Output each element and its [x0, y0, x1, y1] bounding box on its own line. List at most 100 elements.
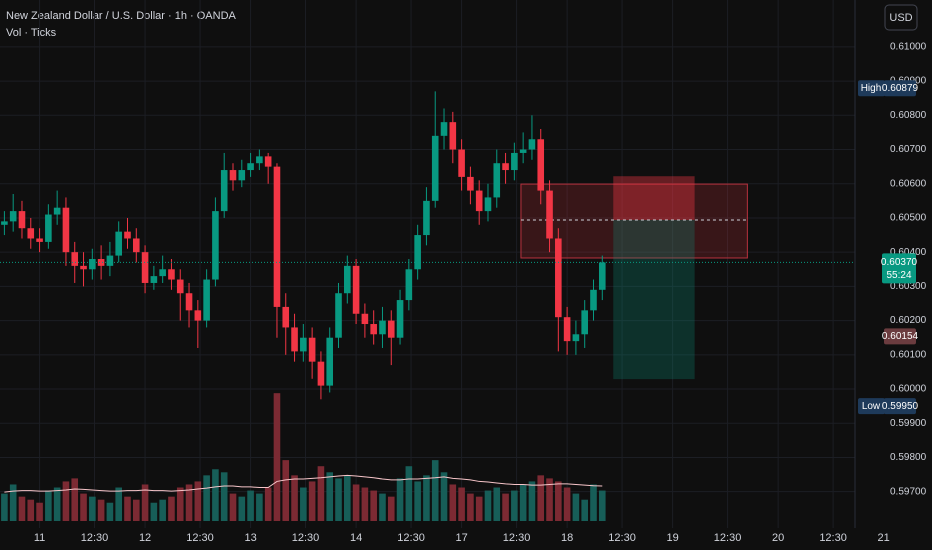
- candle-body: [326, 337, 334, 386]
- volume-bar: [475, 496, 483, 521]
- volume-bar: [220, 472, 228, 521]
- x-tick-label: 12:30: [186, 532, 214, 544]
- volume-bar: [449, 484, 457, 521]
- candle-body: [141, 252, 149, 283]
- volume-bar: [229, 493, 237, 521]
- candle-body: [317, 361, 325, 386]
- candle-body: [124, 231, 131, 239]
- candle-body: [344, 265, 351, 294]
- volume-bar: [300, 487, 307, 521]
- candle-body: [256, 156, 263, 164]
- x-tick-label: 14: [350, 532, 362, 544]
- x-tick-label: 12:30: [819, 532, 847, 544]
- price-badge: [884, 398, 916, 415]
- candle-body: [387, 320, 395, 338]
- volume-bar: [396, 478, 404, 521]
- volume-bar: [264, 487, 272, 521]
- candle-body: [247, 163, 254, 171]
- volume-bar: [546, 478, 553, 521]
- candle-body: [396, 300, 404, 338]
- y-tick-label: 0.60200: [890, 315, 927, 326]
- chart-title: New Zealand Dollar / U.S. Dollar · 1h · …: [6, 10, 237, 22]
- candle-body: [194, 310, 202, 321]
- candle-body: [511, 152, 518, 171]
- volume-bar: [308, 481, 316, 521]
- volume-bar: [256, 493, 263, 521]
- volume-bar: [176, 487, 184, 521]
- y-tick-label: 0.60500: [890, 213, 927, 224]
- volume-bar: [405, 466, 413, 521]
- indicator-label: Vol · Ticks: [6, 27, 57, 39]
- candle-body: [370, 324, 377, 335]
- candle-body: [220, 170, 228, 212]
- candle-body: [212, 211, 219, 280]
- candle-body: [475, 190, 483, 212]
- candle-body: [18, 211, 26, 229]
- candle-body: [493, 163, 501, 198]
- volume-bar: [1, 493, 8, 521]
- price-badge-label: 0.60154: [882, 331, 919, 342]
- volume-bar: [502, 493, 509, 521]
- volume-bar: [317, 466, 325, 521]
- candle-body: [528, 139, 536, 150]
- candle-body: [537, 139, 545, 191]
- plot-area: [0, 0, 855, 528]
- y-tick-label: 0.60600: [890, 178, 927, 189]
- candle-body: [203, 279, 210, 321]
- price-badge-label: 0.60370: [881, 257, 918, 268]
- candle-body: [431, 135, 439, 201]
- currency-button[interactable]: [884, 4, 918, 31]
- candle-body: [502, 163, 509, 171]
- volume-bar: [414, 481, 421, 521]
- x-tick-label: 18: [561, 532, 573, 544]
- x-tick-label: 12:30: [714, 532, 742, 544]
- x-tick-label: 12:30: [608, 532, 636, 544]
- candle-body: [598, 262, 606, 290]
- candle-body: [1, 221, 8, 225]
- volume-bar: [379, 493, 386, 521]
- volume-bar: [431, 460, 439, 521]
- y-tick-label: 0.61000: [890, 42, 927, 53]
- y-tick-label: 0.59900: [890, 418, 927, 429]
- candle-body: [168, 269, 175, 280]
- volume-bar: [124, 496, 131, 521]
- price-badge-label: 0.60879: [882, 83, 919, 94]
- volume-bar: [370, 490, 377, 521]
- volume-bar: [282, 460, 290, 521]
- volume-bar: [537, 475, 545, 521]
- volume-bar: [387, 496, 395, 521]
- volume-bar: [493, 487, 501, 521]
- candle-body: [132, 238, 140, 253]
- volume-bar: [71, 478, 79, 521]
- candle-body: [414, 235, 421, 270]
- volume-bar: [423, 475, 430, 521]
- y-tick-label: 0.60700: [890, 144, 927, 155]
- price-badge-label: 0.59950: [882, 401, 919, 412]
- candle-body: [80, 265, 87, 270]
- currency-label[interactable]: USD: [889, 12, 912, 24]
- y-tick-label: 0.60100: [890, 349, 927, 360]
- volume-bar: [141, 484, 149, 521]
- volume-bar: [440, 472, 448, 521]
- candle-body: [423, 200, 430, 236]
- candle-body: [45, 214, 52, 242]
- x-tick-label: 17: [455, 532, 467, 544]
- volume-bar: [273, 393, 281, 521]
- candle-body: [229, 170, 237, 181]
- candle-body: [159, 269, 166, 277]
- candle-body: [264, 156, 272, 167]
- candle-body: [405, 269, 413, 301]
- volume-bar: [203, 475, 210, 521]
- price-badge: [884, 80, 916, 97]
- candle-body: [291, 327, 298, 352]
- candle-body: [449, 122, 457, 150]
- candle-body: [97, 259, 105, 266]
- caption-badge: [858, 398, 885, 415]
- volume-bar: [291, 475, 298, 521]
- volume-bar: [150, 502, 158, 521]
- volume-ma: [4, 474, 603, 493]
- candle-body: [71, 252, 79, 266]
- candle-body: [563, 317, 571, 342]
- volume-bar: [97, 499, 105, 521]
- candle-body: [300, 337, 307, 352]
